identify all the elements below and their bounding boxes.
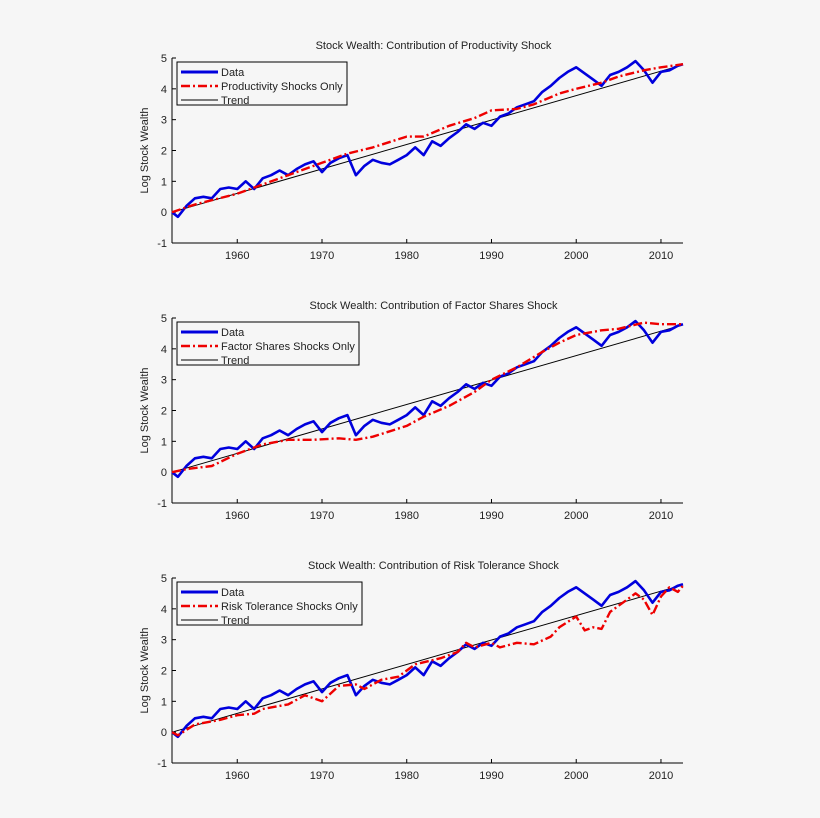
subplot-1: Stock Wealth: Contribution of Productivi… (139, 40, 684, 262)
x-tick-label: 2000 (564, 510, 588, 522)
y-tick-label: 5 (161, 313, 167, 325)
y-tick-label: 2 (161, 146, 167, 158)
legend-box (176, 581, 363, 626)
x-tick-label: 1980 (394, 770, 418, 782)
x-tick-label: 2010 (649, 770, 673, 782)
y-tick-label: -1 (157, 498, 167, 510)
legend-label-shock: Risk Tolerance Shocks Only (221, 601, 358, 613)
x-tick-label: 1970 (310, 250, 334, 262)
y-axis-label: Log Stock Wealth (139, 107, 151, 193)
x-tick-label: 1980 (394, 510, 418, 522)
y-tick-label: 0 (161, 467, 167, 479)
y-axis-label: Log Stock Wealth (139, 367, 151, 453)
y-tick-label: 0 (161, 207, 167, 219)
subplot-3: Stock Wealth: Contribution of Risk Toler… (139, 560, 684, 782)
y-tick-label: 0 (161, 727, 167, 739)
legend-box (176, 321, 360, 366)
legend-label-trend: Trend (221, 615, 249, 627)
y-tick-label: 2 (161, 406, 167, 418)
legend-label-data: Data (221, 67, 245, 79)
y-tick-label: 3 (161, 635, 167, 647)
x-tick-label: 1960 (225, 510, 249, 522)
chart-title: Stock Wealth: Contribution of Productivi… (316, 40, 552, 52)
chart-title: Stock Wealth: Contribution of Risk Toler… (308, 560, 559, 572)
legend-label-shock: Factor Shares Shocks Only (221, 341, 355, 353)
legend-box (176, 61, 348, 106)
x-tick-label: 1970 (310, 510, 334, 522)
y-tick-label: 1 (161, 696, 167, 708)
y-tick-label: 1 (161, 436, 167, 448)
y-tick-label: -1 (157, 758, 167, 770)
legend: Data Risk Tolerance Shocks Only Trend (176, 581, 363, 627)
legend-label-trend: Trend (221, 95, 249, 107)
y-tick-label: 2 (161, 666, 167, 678)
chart-title: Stock Wealth: Contribution of Factor Sha… (309, 300, 558, 312)
x-tick-label: 1990 (479, 510, 503, 522)
legend: Data Factor Shares Shocks Only Trend (176, 321, 360, 367)
x-tick-label: 2000 (564, 250, 588, 262)
shock-line (171, 321, 683, 474)
legend-label-shock: Productivity Shocks Only (221, 81, 343, 93)
legend-label-data: Data (221, 587, 245, 599)
x-tick-label: 2010 (649, 250, 673, 262)
x-tick-label: 1990 (479, 250, 503, 262)
y-axis-label: Log Stock Wealth (139, 627, 151, 713)
y-tick-label: 3 (161, 375, 167, 387)
x-tick-label: 1970 (310, 770, 334, 782)
trend-line (171, 584, 684, 733)
y-tick-label: 5 (161, 53, 167, 65)
x-tick-label: 1960 (225, 770, 249, 782)
y-tick-label: 4 (161, 344, 167, 356)
y-tick-label: -1 (157, 238, 167, 250)
x-tick-label: 2000 (564, 770, 588, 782)
y-tick-label: 3 (161, 115, 167, 127)
shock-line (171, 63, 684, 214)
x-tick-label: 1960 (225, 250, 249, 262)
legend: Data Productivity Shocks Only Trend (176, 61, 348, 107)
shock-line (171, 584, 684, 737)
subplot-2: Stock Wealth: Contribution of Factor Sha… (139, 300, 684, 522)
y-tick-label: 5 (161, 573, 167, 585)
legend-label-trend: Trend (221, 355, 249, 367)
y-tick-label: 4 (161, 604, 167, 616)
x-tick-label: 2010 (649, 510, 673, 522)
x-tick-label: 1980 (394, 250, 418, 262)
data-line (171, 579, 684, 739)
y-tick-label: 1 (161, 176, 167, 188)
legend-label-data: Data (221, 327, 245, 339)
x-tick-label: 1990 (479, 770, 503, 782)
y-tick-label: 4 (161, 84, 167, 96)
